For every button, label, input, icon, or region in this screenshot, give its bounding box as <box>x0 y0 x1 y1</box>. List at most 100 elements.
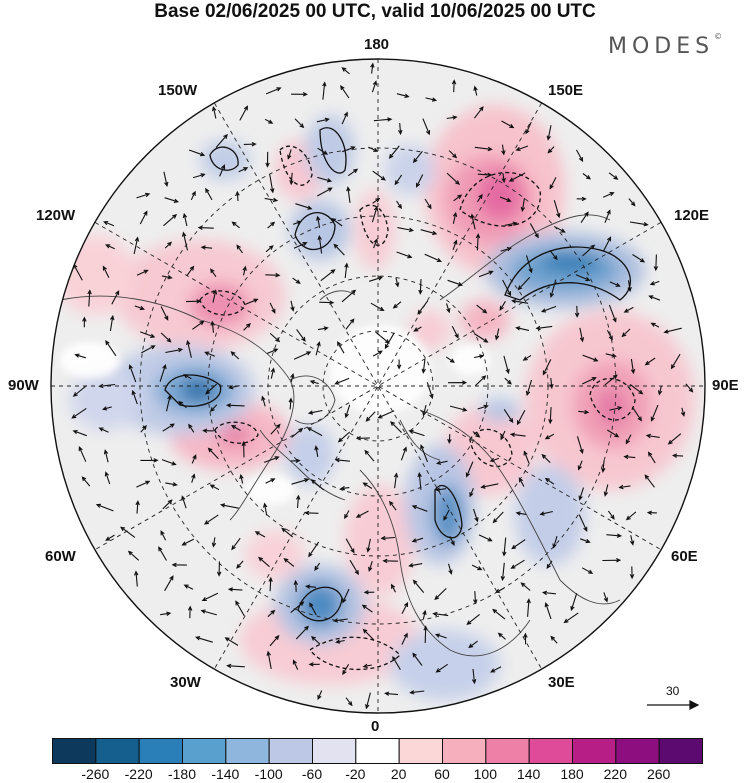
wind-vector <box>281 527 294 538</box>
wind-vector <box>345 538 355 554</box>
colorbar <box>52 738 703 764</box>
wind-vector <box>209 404 218 413</box>
wind-vector <box>603 236 612 252</box>
wind-vector <box>212 289 218 303</box>
wind-vector <box>541 453 551 463</box>
wind-vector <box>578 409 590 415</box>
wind-vector <box>631 406 642 422</box>
wind-vector <box>242 265 247 276</box>
wind-vector <box>549 279 557 299</box>
wind-vector <box>581 377 597 385</box>
wind-vector <box>480 483 499 489</box>
wind-vector <box>546 560 553 569</box>
wind-vector <box>602 192 615 198</box>
wind-vector <box>131 389 138 405</box>
wind-vector <box>344 510 350 520</box>
wind-vector <box>165 347 184 354</box>
wind-vector <box>553 200 561 219</box>
wind-vector <box>435 460 448 465</box>
lon-label-120e: 120E <box>674 207 710 224</box>
wind-vector <box>602 558 622 563</box>
wind-vector <box>317 187 333 197</box>
wind-vector <box>510 559 525 569</box>
wind-vector <box>471 668 477 685</box>
colorbar-swatch <box>355 738 400 764</box>
wind-vector <box>103 220 115 227</box>
wind-vector <box>472 508 479 523</box>
wind-vector <box>365 411 376 422</box>
wind-vector <box>290 458 301 463</box>
wind-vector <box>497 632 506 640</box>
wind-vector <box>670 353 681 370</box>
wind-vector <box>78 446 87 462</box>
wind-vector <box>411 537 424 543</box>
wind-vector <box>310 635 321 645</box>
wind-vector <box>355 436 370 441</box>
wind-vector <box>306 427 323 437</box>
wind-vector <box>171 562 187 568</box>
wind-vector <box>344 404 351 419</box>
wind-vector <box>238 167 249 173</box>
wind-vector <box>393 472 399 489</box>
wind-vector <box>466 613 480 625</box>
wind-vector <box>523 632 528 645</box>
wind-vector <box>293 220 302 225</box>
wind-vector <box>290 372 295 383</box>
wind-vector <box>472 431 481 438</box>
wind-vector <box>291 92 308 97</box>
colorbar-swatch <box>268 738 314 764</box>
colorbar-swatch <box>138 738 183 764</box>
wind-vector <box>190 190 196 201</box>
wind-vector <box>183 584 194 590</box>
wind-vector <box>292 659 299 670</box>
wind-vector <box>575 274 591 282</box>
wind-vector <box>517 276 531 291</box>
wind-vector <box>225 403 245 408</box>
wind-vector <box>473 106 484 119</box>
wind-vector <box>657 385 663 396</box>
colorbar-tick-label: 180 <box>560 766 584 782</box>
wind-vector <box>400 446 407 461</box>
wind-vector <box>647 451 656 464</box>
wind-vector <box>317 176 333 183</box>
wind-vector <box>544 477 555 485</box>
colorbar-tick-label: -180 <box>167 766 197 782</box>
wind-vector <box>606 330 613 341</box>
wind-vector <box>606 533 623 538</box>
wind-vector <box>369 276 384 282</box>
wind-vector <box>525 255 533 274</box>
wind-vector <box>473 354 485 359</box>
wind-vector <box>265 478 276 484</box>
wind-vector <box>422 404 427 417</box>
wind-vector <box>140 458 159 463</box>
wind-vector <box>161 275 173 280</box>
wind-vector <box>500 246 513 252</box>
lon-label-120w: 120W <box>36 207 76 224</box>
map-boundary <box>50 58 706 714</box>
wind-vector <box>525 379 533 397</box>
wind-vector <box>371 205 379 223</box>
wind-vector <box>164 197 180 203</box>
wind-vector <box>549 378 554 390</box>
wind-vector <box>207 447 219 460</box>
colorbar-tick-label: -100 <box>254 766 283 782</box>
wind-vector <box>625 511 637 521</box>
wind-vector <box>243 141 257 147</box>
wind-vector <box>127 550 140 561</box>
wind-vector <box>254 531 266 538</box>
wind-vector <box>186 265 195 276</box>
wind-vector <box>307 409 323 415</box>
wind-vector <box>211 537 217 548</box>
wind-vector <box>685 383 694 393</box>
lon-label-150w: 150W <box>158 82 198 99</box>
wind-vector <box>191 454 197 464</box>
wind-vector <box>136 192 151 199</box>
wind-vector <box>372 170 386 181</box>
wind-vector <box>342 588 350 604</box>
wind-vector <box>266 348 279 355</box>
wind-vector <box>448 150 458 159</box>
wind-vector <box>492 511 504 524</box>
wind-vector <box>293 242 308 249</box>
wind-vector <box>235 600 245 617</box>
wind-vector <box>332 618 348 623</box>
